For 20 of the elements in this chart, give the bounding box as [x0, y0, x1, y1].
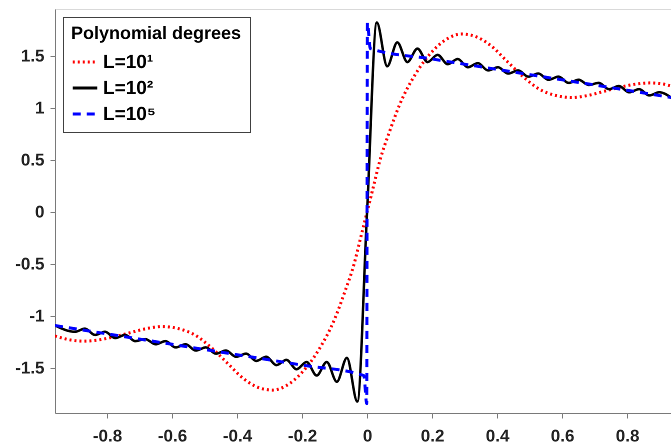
legend-label: L=10⁵: [103, 104, 156, 125]
y-tick-label: -1.5: [15, 358, 44, 378]
x-tick-label: 0: [362, 426, 372, 446]
x-tick-label: 0.6: [550, 426, 574, 446]
y-tick-label: 0: [35, 202, 44, 222]
y-tick-label: 1.5: [20, 46, 44, 66]
x-tick-label: -0.6: [158, 426, 188, 446]
legend-label: L=10¹: [103, 52, 154, 73]
x-tick-label: -0.2: [288, 426, 318, 446]
legend-title: Polynomial degrees: [71, 23, 242, 43]
x-tick-label: 0.8: [616, 426, 640, 446]
y-tick-label: -1: [29, 306, 44, 326]
y-tick-label: 1: [35, 98, 44, 118]
legend-label: L=10²: [103, 78, 154, 99]
x-tick-label: -0.4: [222, 426, 253, 446]
x-tick-label: 0.4: [486, 426, 510, 446]
y-tick-label: 0.5: [20, 150, 44, 170]
x-tick-label: 0.2: [420, 426, 444, 446]
x-tick-label: -0.8: [92, 426, 122, 446]
y-tick-label: -0.5: [15, 254, 44, 274]
